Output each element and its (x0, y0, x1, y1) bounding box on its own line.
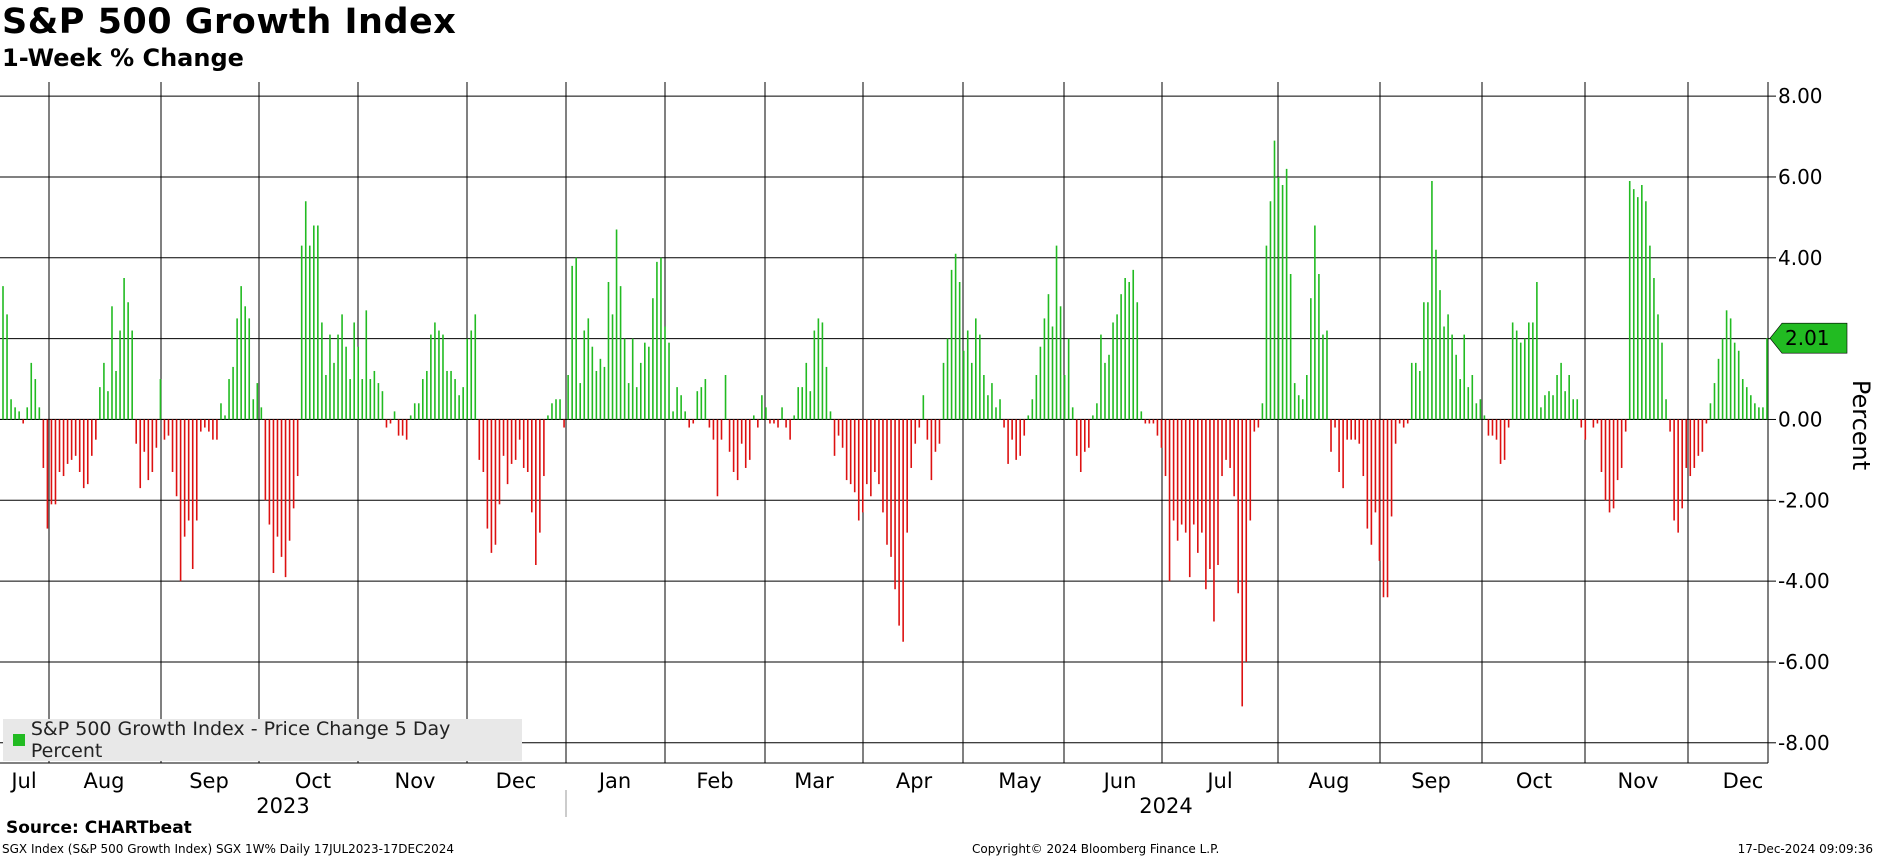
x-tick-label: Feb (696, 769, 733, 793)
chart-title: S&P 500 Growth Index (2, 2, 457, 42)
x-tick-label: Jun (1102, 769, 1137, 793)
chart-subtitle: 1-Week % Change (2, 44, 244, 72)
y-tick-label: -8.00 (1778, 731, 1830, 755)
footer-left: SGX Index (S&P 500 Growth Index) SGX 1W%… (2, 842, 455, 856)
x-tick-label: Aug (83, 769, 124, 793)
x-tick-label: Mar (794, 769, 834, 793)
x-tick-label: Sep (1411, 769, 1451, 793)
year-label: 2024 (1139, 794, 1192, 818)
legend-label: S&P 500 Growth Index - Price Change 5 Da… (30, 718, 451, 762)
legend: S&P 500 Growth Index - Price Change 5 Da… (3, 718, 522, 762)
x-tick-label: Jul (9, 769, 36, 793)
last-value-marker (1769, 322, 1848, 354)
x-tick-label: Jul (1205, 769, 1232, 793)
x-tick-label: Sep (189, 769, 229, 793)
y-tick-label: 6.00 (1778, 165, 1823, 189)
x-tick-label: Dec (1723, 769, 1764, 793)
x-tick-label: Oct (1516, 769, 1552, 793)
footer-copyright: Copyright© 2024 Bloomberg Finance L.P. (972, 842, 1220, 856)
x-tick-label: Jan (597, 769, 631, 793)
x-tick-label: Oct (295, 769, 331, 793)
last-value-label: 2.01 (1785, 326, 1830, 350)
x-tick-label: Dec (496, 769, 537, 793)
year-label: 2023 (256, 794, 309, 818)
y-axis-title: Percent (1847, 380, 1875, 470)
x-tick-label: Apr (896, 769, 933, 793)
x-tick-label: Nov (395, 769, 436, 793)
y-tick-label: 8.00 (1778, 84, 1823, 108)
y-tick-label: -2.00 (1778, 488, 1830, 512)
y-tick-label: -4.00 (1778, 569, 1830, 593)
x-tick-label: Aug (1308, 769, 1349, 793)
x-tick-label: May (998, 769, 1041, 793)
x-tick-label: Nov (1618, 769, 1659, 793)
source-text: Source: CHARTbeat (6, 818, 192, 838)
y-tick-label: 0.00 (1778, 407, 1823, 431)
legend-swatch (13, 734, 25, 746)
y-tick-label: -6.00 (1778, 650, 1830, 674)
y-tick-label: 4.00 (1778, 246, 1823, 270)
footer-timestamp: 17-Dec-2024 09:09:36 (1737, 842, 1873, 856)
